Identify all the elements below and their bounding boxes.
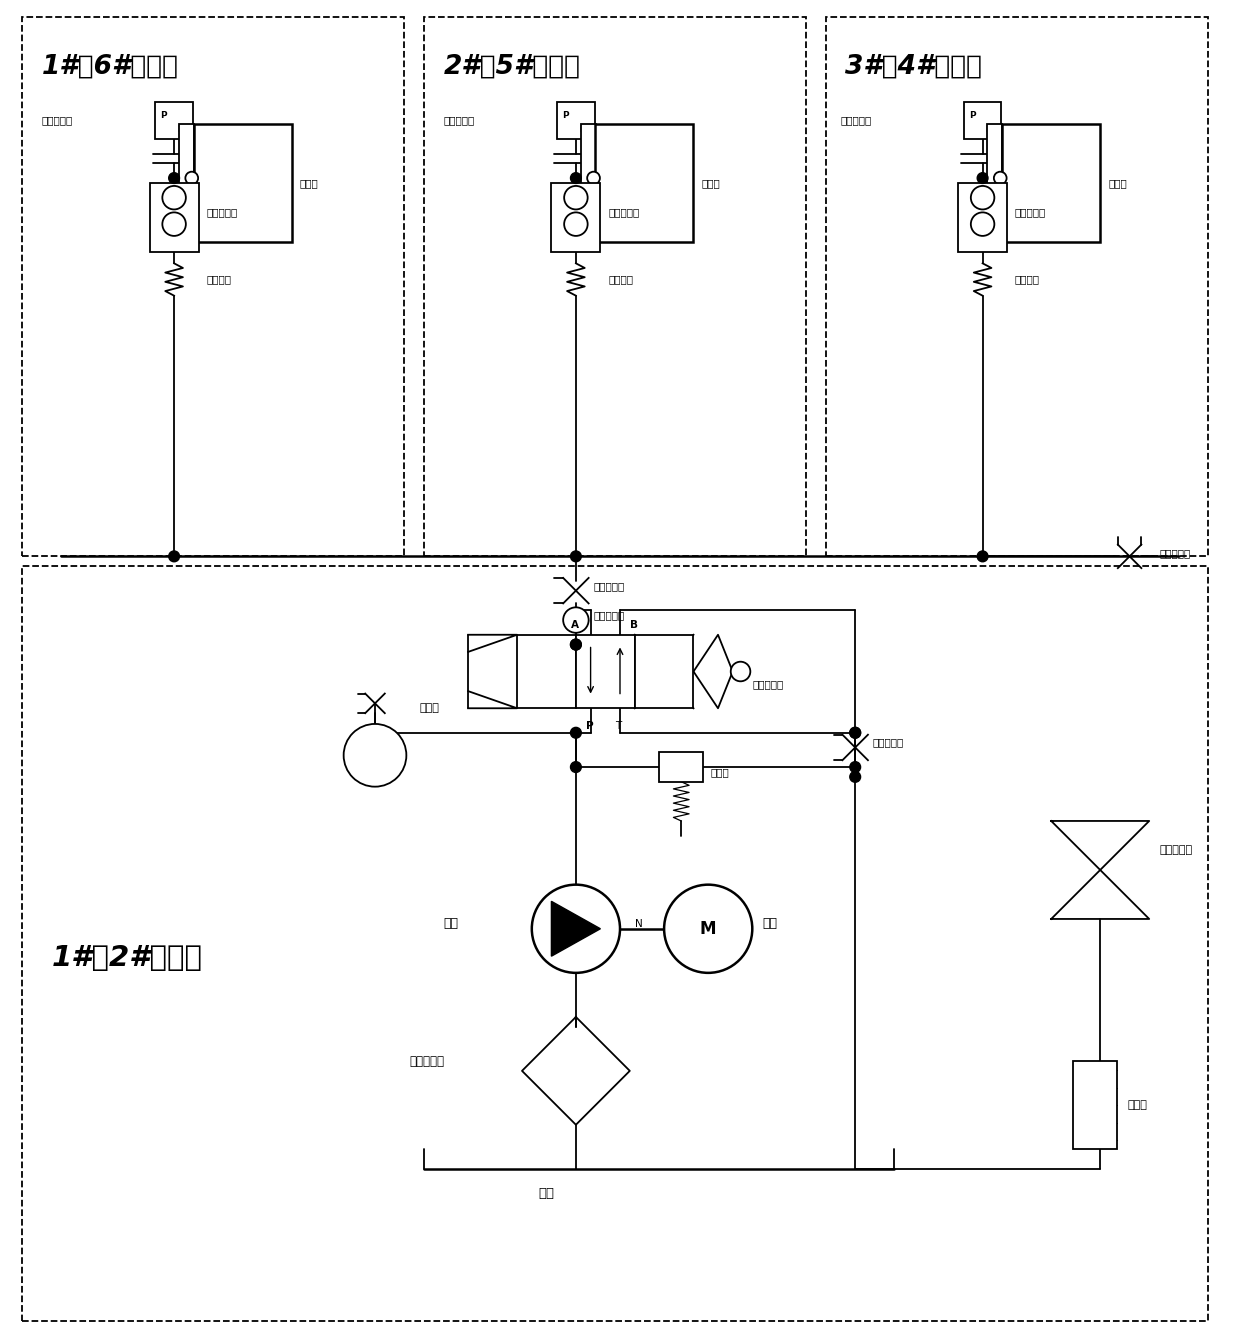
Text: 2#（5#）台车: 2#（5#）台车 bbox=[444, 54, 580, 79]
Bar bbox=[517, 634, 575, 708]
Text: 快装接头: 快装接头 bbox=[1014, 274, 1040, 284]
Text: 吸油滤油器: 吸油滤油器 bbox=[409, 1055, 444, 1067]
Circle shape bbox=[343, 724, 407, 786]
Text: 油泵: 油泵 bbox=[444, 918, 459, 930]
Text: I: I bbox=[986, 125, 988, 133]
Circle shape bbox=[849, 762, 861, 773]
Polygon shape bbox=[552, 902, 600, 956]
Text: 3#（4#）台车: 3#（4#）台车 bbox=[846, 54, 982, 79]
Circle shape bbox=[570, 640, 582, 650]
Text: 单向节流鄀: 单向节流鄀 bbox=[594, 610, 625, 620]
Bar bbox=[959, 183, 1007, 251]
Circle shape bbox=[971, 212, 994, 237]
Text: 压力传感器: 压力传感器 bbox=[42, 116, 73, 125]
Text: 液位计: 液位计 bbox=[1127, 1101, 1147, 1110]
Bar bbox=[552, 183, 600, 251]
Circle shape bbox=[849, 727, 861, 738]
Text: P: P bbox=[160, 110, 167, 120]
Text: A: A bbox=[570, 620, 579, 630]
Bar bbox=[22, 17, 404, 556]
Bar bbox=[580, 124, 595, 242]
Text: 压力传感器: 压力传感器 bbox=[444, 116, 475, 125]
Bar bbox=[635, 634, 693, 708]
Circle shape bbox=[730, 661, 750, 681]
Circle shape bbox=[563, 607, 589, 633]
Circle shape bbox=[570, 762, 582, 773]
Bar bbox=[155, 102, 192, 138]
Text: 快装接头: 快装接头 bbox=[206, 274, 232, 284]
Bar bbox=[424, 17, 806, 556]
Bar bbox=[22, 566, 1208, 1321]
Bar bbox=[193, 124, 291, 242]
Circle shape bbox=[570, 551, 582, 562]
Text: 电机: 电机 bbox=[763, 918, 777, 930]
Bar bbox=[987, 124, 1002, 242]
Circle shape bbox=[971, 185, 994, 210]
Circle shape bbox=[570, 640, 582, 650]
Bar bbox=[1002, 124, 1100, 242]
Text: I: I bbox=[177, 125, 180, 133]
Text: P: P bbox=[585, 720, 593, 731]
Text: 节流截止鄀: 节流截止鄀 bbox=[873, 738, 904, 747]
Text: 空气滤清器: 空气滤清器 bbox=[1159, 845, 1192, 855]
Text: 液压缸: 液压缸 bbox=[300, 177, 319, 188]
Text: 高压防爆鄀: 高压防爆鄀 bbox=[1014, 207, 1047, 218]
Circle shape bbox=[849, 727, 861, 738]
Text: 手动换向鄀: 手动换向鄀 bbox=[753, 679, 784, 688]
Circle shape bbox=[977, 172, 988, 184]
Circle shape bbox=[532, 884, 620, 973]
Circle shape bbox=[169, 172, 180, 184]
Bar bbox=[595, 124, 693, 242]
Circle shape bbox=[169, 551, 180, 562]
Text: 1#（6#）台车: 1#（6#）台车 bbox=[42, 54, 179, 79]
Text: B: B bbox=[630, 620, 637, 630]
Text: M: M bbox=[699, 919, 717, 938]
Bar bbox=[575, 634, 635, 708]
Text: P: P bbox=[968, 110, 976, 120]
Text: 安全鄀: 安全鄀 bbox=[711, 767, 729, 777]
Text: T: T bbox=[615, 720, 621, 731]
Circle shape bbox=[665, 884, 753, 973]
Bar bbox=[557, 102, 594, 138]
Bar bbox=[963, 102, 1001, 138]
Text: 节流截止鄀: 节流截止鄀 bbox=[1159, 548, 1190, 558]
Bar bbox=[660, 753, 703, 782]
Text: 压力传感器: 压力传感器 bbox=[841, 116, 872, 125]
Bar bbox=[179, 124, 193, 242]
Text: I: I bbox=[579, 125, 582, 133]
Text: P: P bbox=[562, 110, 569, 120]
Text: 高压防爆鄀: 高压防爆鄀 bbox=[609, 207, 640, 218]
Text: 液压缸: 液压缸 bbox=[702, 177, 720, 188]
Text: N: N bbox=[635, 919, 642, 929]
Text: 压力表: 压力表 bbox=[419, 703, 439, 714]
Bar bbox=[826, 17, 1208, 556]
Circle shape bbox=[570, 727, 582, 738]
Circle shape bbox=[977, 551, 988, 562]
Text: 高压防爆鄀: 高压防爆鄀 bbox=[206, 207, 238, 218]
Text: 油筱: 油筱 bbox=[538, 1187, 554, 1200]
Bar bbox=[1074, 1060, 1117, 1149]
Text: 液压缸: 液压缸 bbox=[1109, 177, 1127, 188]
Circle shape bbox=[570, 172, 582, 184]
Circle shape bbox=[564, 212, 588, 237]
Text: 节流截止鄀: 节流截止鄀 bbox=[594, 581, 625, 591]
Text: 1#（2#）泵站: 1#（2#）泵站 bbox=[52, 943, 202, 972]
Circle shape bbox=[185, 172, 198, 184]
Text: 快装接头: 快装接头 bbox=[609, 274, 634, 284]
Circle shape bbox=[162, 212, 186, 237]
Circle shape bbox=[588, 172, 600, 184]
Circle shape bbox=[849, 771, 861, 782]
Circle shape bbox=[564, 185, 588, 210]
Circle shape bbox=[994, 172, 1007, 184]
Bar bbox=[150, 183, 198, 251]
Circle shape bbox=[162, 185, 186, 210]
